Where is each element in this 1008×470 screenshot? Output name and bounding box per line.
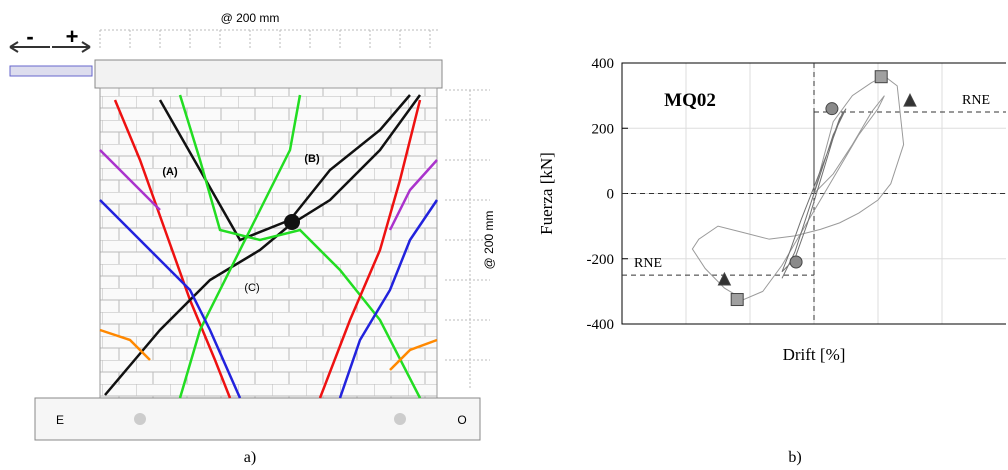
reference-label: RNE	[634, 256, 662, 271]
y-tick-label: 400	[592, 56, 615, 72]
side-label: E	[56, 413, 64, 427]
caption: b)	[788, 449, 801, 466]
wall-diagram: @ 200 mm @ 200 mm - + (A) (B) (C) E O a)	[9, 11, 496, 466]
marker	[903, 93, 917, 107]
y-tick-label: -200	[587, 252, 615, 268]
marker	[789, 255, 803, 269]
marker	[874, 70, 888, 84]
hysteresis-curve	[781, 108, 847, 279]
crack-label: (B)	[304, 153, 320, 165]
direction-sign: -	[26, 24, 33, 49]
marker	[825, 102, 839, 116]
y-tick-label: 0	[607, 187, 615, 203]
reference-label: RNE	[962, 93, 990, 108]
caption: a)	[244, 449, 256, 466]
y-axis-label: Fuerza [kN]	[537, 152, 556, 235]
crack-label: (C)	[244, 282, 259, 294]
marker	[717, 271, 732, 286]
spacing-label: @ 200 mm	[221, 11, 280, 25]
y-tick-label: 200	[592, 121, 615, 137]
direction-sign: +	[66, 24, 79, 49]
annotation: MQ02	[664, 90, 716, 111]
side-label: O	[457, 413, 466, 427]
spacing-label: @ 200 mm	[482, 211, 496, 270]
chart: -400 -200 0 200 400 RNE RNE MQ02 Drift [%] Fuerza…	[537, 56, 1006, 364]
y-tick-label: -400	[587, 317, 615, 333]
marker	[730, 293, 744, 307]
crack-label: (A)	[162, 166, 178, 178]
hysteresis-curve	[691, 75, 905, 301]
x-axis-label: Drift [%]	[783, 345, 846, 364]
